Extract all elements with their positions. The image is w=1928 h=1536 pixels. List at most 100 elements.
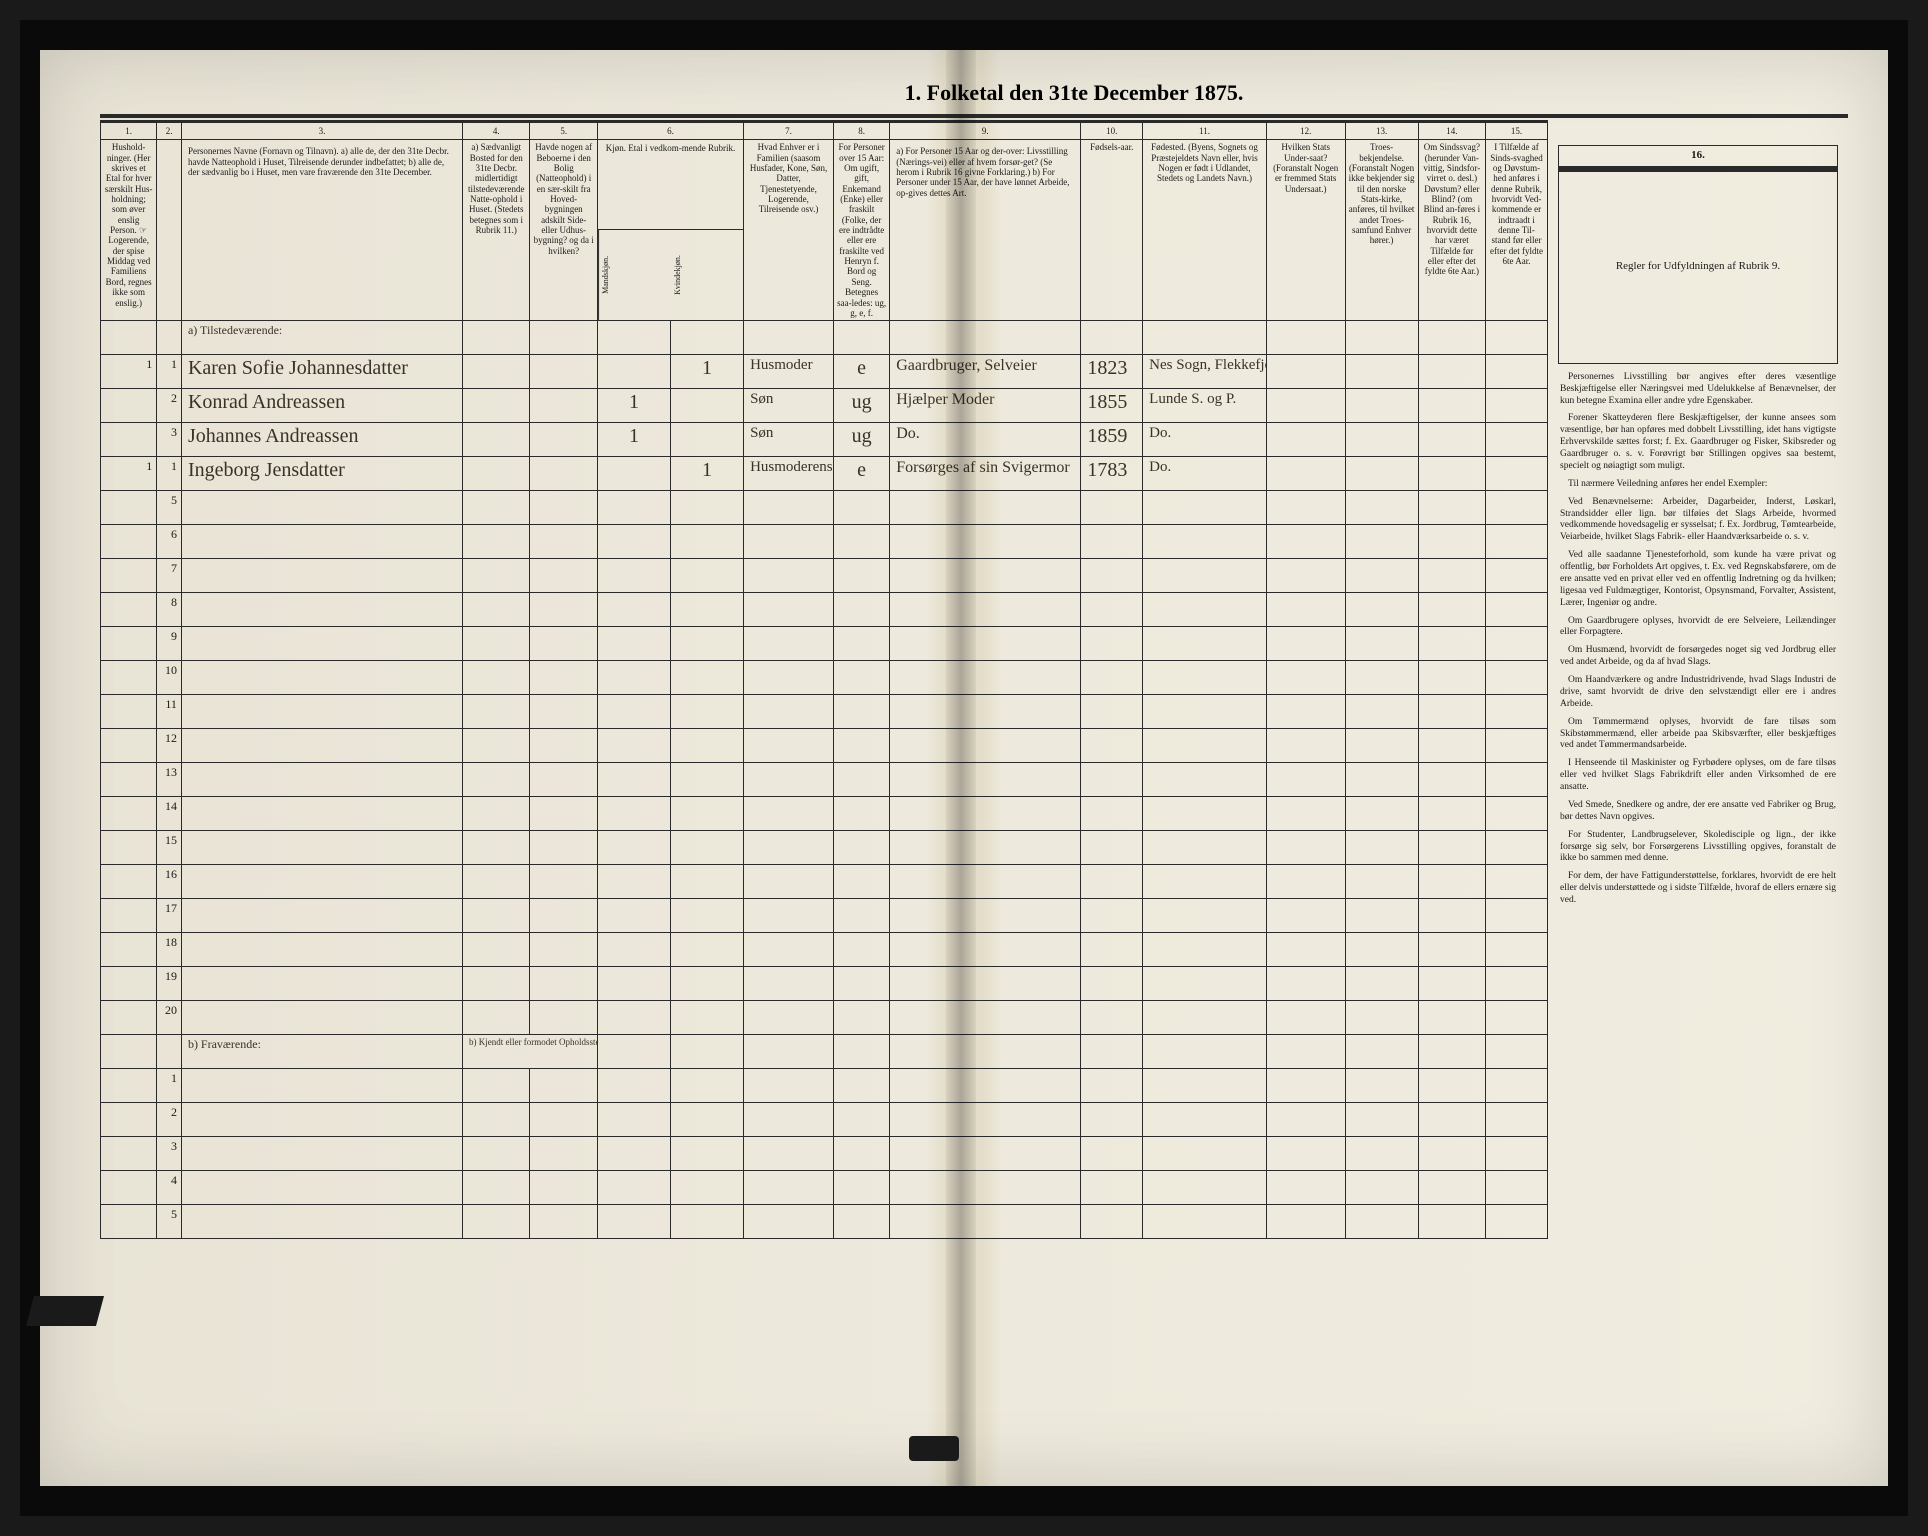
cell <box>1266 831 1345 865</box>
colnum-1: 1. <box>101 122 157 140</box>
cell-relation: Husmoderens Svigerm. <box>744 457 834 491</box>
cell <box>181 729 462 763</box>
cell <box>1081 763 1143 797</box>
cell <box>597 1137 670 1171</box>
cell-birthplace: Nes Sogn, Flekkefjord <box>1143 355 1267 389</box>
cell-c5 <box>530 423 597 457</box>
cell-c14 <box>1418 423 1485 457</box>
cell <box>1143 865 1267 899</box>
cell <box>181 559 462 593</box>
cell <box>834 865 890 899</box>
cell <box>890 763 1081 797</box>
cell <box>744 797 834 831</box>
cell-occupation: Gaardbruger, Selveier <box>890 355 1081 389</box>
empty-row: 7 <box>101 559 1548 593</box>
cell-rownum: 1 <box>157 457 182 491</box>
empty-row: 11 <box>101 695 1548 729</box>
cell <box>530 797 597 831</box>
cell <box>671 1137 744 1171</box>
cell <box>1345 933 1418 967</box>
cell <box>597 593 670 627</box>
cell <box>1418 593 1485 627</box>
colnum-14: 14. <box>1418 122 1485 140</box>
cell <box>1486 831 1548 865</box>
cell <box>834 661 890 695</box>
empty-row: 8 <box>101 593 1548 627</box>
cell-occupation: Do. <box>890 423 1081 457</box>
cell <box>1081 559 1143 593</box>
cell <box>530 831 597 865</box>
cell <box>1266 593 1345 627</box>
data-row: 11Ingeborg Jensdatter1Husmoderens Sviger… <box>101 457 1548 491</box>
cell <box>1143 933 1267 967</box>
cell <box>671 933 744 967</box>
cell <box>671 1001 744 1035</box>
cell <box>101 899 157 933</box>
cell <box>530 763 597 797</box>
rules-paragraph: Forener Skatteyderen flere Beskjæftigels… <box>1560 413 1836 472</box>
cell-c5 <box>530 355 597 389</box>
cell <box>744 525 834 559</box>
cell <box>1418 1171 1485 1205</box>
cell <box>1143 1205 1267 1239</box>
cell <box>1081 1205 1143 1239</box>
cell <box>1266 729 1345 763</box>
cell <box>890 661 1081 695</box>
cell-rownum: 2 <box>157 1103 182 1137</box>
cell <box>181 525 462 559</box>
cell <box>834 627 890 661</box>
cell-rownum: 14 <box>157 797 182 831</box>
rules-paragraph: Om Husmænd, hvorvidt de forsørgedes noge… <box>1560 645 1836 669</box>
cell <box>1418 491 1485 525</box>
empty-row: 10 <box>101 661 1548 695</box>
cell-c14 <box>1418 389 1485 423</box>
cell <box>597 1103 670 1137</box>
cell <box>1143 967 1267 1001</box>
scan-frame: 1. Folketal den 31te December 1875. 1. 2… <box>20 20 1908 1516</box>
cell <box>181 763 462 797</box>
cell <box>181 695 462 729</box>
cell <box>1486 491 1548 525</box>
cell-rownum: 1 <box>157 1069 182 1103</box>
cell-birthyear: 1823 <box>1081 355 1143 389</box>
cell <box>671 1069 744 1103</box>
cell <box>1081 1103 1143 1137</box>
cell <box>1143 797 1267 831</box>
cell <box>1345 899 1418 933</box>
cell <box>1143 661 1267 695</box>
cell <box>1486 1069 1548 1103</box>
cell <box>890 491 1081 525</box>
census-table: 1. 2. 3. 4. 5. 6. 7. 8. 9. 10. 11. 12. 1… <box>100 120 1548 1239</box>
cell <box>1418 865 1485 899</box>
rules-paragraph: Om Tømmermænd oplyses, hvorvidt de fare … <box>1560 717 1836 753</box>
cell <box>744 491 834 525</box>
colnum-12: 12. <box>1266 122 1345 140</box>
cell <box>530 491 597 525</box>
cell <box>181 627 462 661</box>
cell <box>530 559 597 593</box>
cell <box>890 559 1081 593</box>
cell <box>1081 899 1143 933</box>
cell <box>1266 763 1345 797</box>
cell <box>1081 661 1143 695</box>
colnum-9: 9. <box>890 122 1081 140</box>
cell <box>101 695 157 729</box>
cell-name: Konrad Andreassen <box>181 389 462 423</box>
cell <box>890 1069 1081 1103</box>
cell-male: 1 <box>597 423 670 457</box>
cell <box>1266 627 1345 661</box>
rules-paragraph: Ved Smede, Snedkere og andre, der ere an… <box>1560 800 1836 824</box>
cell <box>1486 933 1548 967</box>
empty-row: 14 <box>101 797 1548 831</box>
cell <box>463 865 530 899</box>
cell-rownum: 3 <box>157 1137 182 1171</box>
column-header-row: Hushold- ninger. (Her skrives et Etal fo… <box>101 140 1548 321</box>
cell-birthyear: 1783 <box>1081 457 1143 491</box>
cell <box>744 1069 834 1103</box>
cell-marital: e <box>834 355 890 389</box>
cell <box>1081 491 1143 525</box>
cell <box>101 729 157 763</box>
cell-marital: ug <box>834 423 890 457</box>
cell <box>463 831 530 865</box>
cell <box>1081 1069 1143 1103</box>
